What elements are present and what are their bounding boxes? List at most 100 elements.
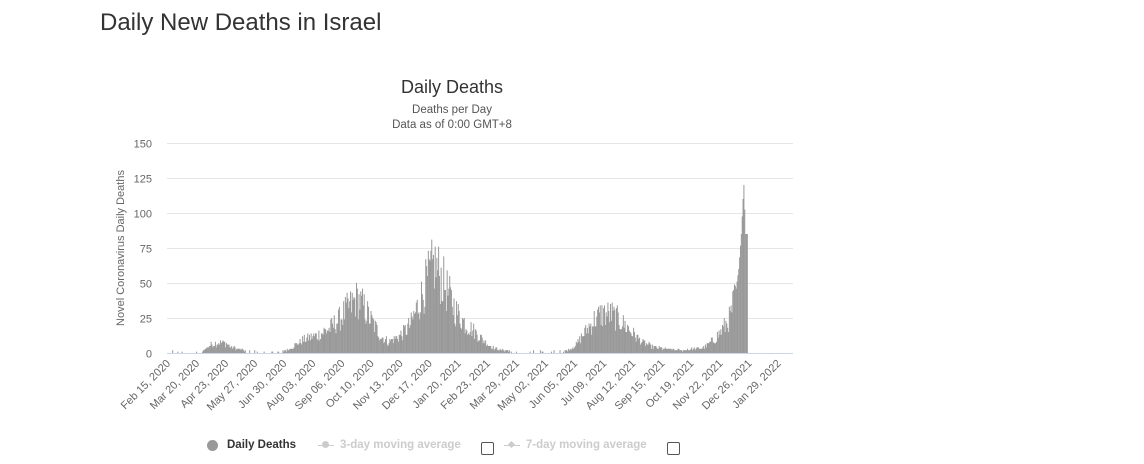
bar[interactable] xyxy=(680,350,682,353)
bar[interactable] xyxy=(723,318,725,353)
bar[interactable] xyxy=(485,346,487,353)
bar[interactable] xyxy=(234,347,236,353)
bar[interactable] xyxy=(579,336,581,353)
bar[interactable] xyxy=(569,348,571,353)
bar[interactable] xyxy=(478,340,480,353)
bar[interactable] xyxy=(278,351,280,353)
bar[interactable] xyxy=(498,350,500,353)
bar[interactable] xyxy=(728,306,730,353)
bar[interactable] xyxy=(300,343,302,353)
bar[interactable] xyxy=(430,250,432,353)
bar[interactable] xyxy=(701,348,703,353)
bar[interactable] xyxy=(657,348,659,353)
bar[interactable] xyxy=(352,299,354,353)
bar[interactable] xyxy=(626,332,628,353)
bar[interactable] xyxy=(286,348,288,353)
bar[interactable] xyxy=(223,341,225,353)
bar[interactable] xyxy=(426,266,428,353)
bar[interactable] xyxy=(697,347,699,353)
bar[interactable] xyxy=(470,322,472,353)
bar[interactable] xyxy=(409,327,411,353)
bar[interactable] xyxy=(486,344,488,353)
bar[interactable] xyxy=(726,323,728,353)
bar[interactable] xyxy=(314,333,316,353)
bar[interactable] xyxy=(695,348,697,353)
bar[interactable] xyxy=(727,327,729,353)
bar[interactable] xyxy=(609,304,611,353)
bar[interactable] xyxy=(652,348,654,353)
bar[interactable] xyxy=(638,339,640,353)
bar[interactable] xyxy=(594,326,596,353)
bar[interactable] xyxy=(657,348,659,353)
bar[interactable] xyxy=(302,336,304,353)
bar[interactable] xyxy=(736,281,738,353)
bar[interactable] xyxy=(339,330,341,353)
bar[interactable] xyxy=(568,350,570,353)
bar[interactable] xyxy=(379,339,381,353)
bar[interactable] xyxy=(488,346,490,353)
bar[interactable] xyxy=(390,340,392,353)
bar[interactable] xyxy=(609,322,611,353)
bar[interactable] xyxy=(629,332,631,353)
bar[interactable] xyxy=(729,311,731,353)
bar[interactable] xyxy=(476,334,478,353)
bar[interactable] xyxy=(330,319,332,353)
bar[interactable] xyxy=(722,325,724,353)
bar[interactable] xyxy=(381,337,383,353)
bar[interactable] xyxy=(302,341,304,353)
bar[interactable] xyxy=(408,318,410,353)
bar[interactable] xyxy=(225,347,227,353)
bar[interactable] xyxy=(462,319,464,353)
bar[interactable] xyxy=(688,350,690,353)
bar[interactable] xyxy=(683,350,685,353)
bar[interactable] xyxy=(489,346,491,353)
bar[interactable] xyxy=(332,323,334,353)
bar[interactable] xyxy=(437,270,439,353)
bar[interactable] xyxy=(650,344,652,353)
bar[interactable] xyxy=(689,350,691,353)
bar[interactable] xyxy=(676,350,678,353)
bar[interactable] xyxy=(730,305,732,353)
bar[interactable] xyxy=(436,257,438,353)
bar[interactable] xyxy=(454,323,456,353)
bar[interactable] xyxy=(448,288,450,353)
bar[interactable] xyxy=(464,333,466,353)
bar[interactable] xyxy=(612,311,614,353)
bar[interactable] xyxy=(338,309,340,353)
bar[interactable] xyxy=(588,323,590,353)
bar[interactable] xyxy=(342,325,344,353)
bar[interactable] xyxy=(397,339,399,353)
bar[interactable] xyxy=(325,329,327,353)
bar[interactable] xyxy=(644,340,646,353)
bar[interactable] xyxy=(231,346,233,353)
bar[interactable] xyxy=(435,277,437,353)
bar[interactable] xyxy=(541,351,543,353)
bar[interactable] xyxy=(399,334,401,353)
bar[interactable] xyxy=(621,326,623,353)
bar[interactable] xyxy=(282,350,284,353)
bar[interactable] xyxy=(203,350,205,353)
bar[interactable] xyxy=(373,319,375,353)
bar[interactable] xyxy=(501,350,503,353)
bar[interactable] xyxy=(465,329,467,353)
bar[interactable] xyxy=(224,341,226,353)
bar[interactable] xyxy=(386,344,388,353)
bar[interactable] xyxy=(542,351,544,353)
bar[interactable] xyxy=(382,337,384,353)
bar[interactable] xyxy=(586,327,588,353)
bar[interactable] xyxy=(483,340,485,353)
bar[interactable] xyxy=(475,330,477,353)
bar[interactable] xyxy=(655,346,657,353)
bar[interactable] xyxy=(243,351,245,353)
bar[interactable] xyxy=(343,301,345,353)
bar[interactable] xyxy=(649,343,651,353)
bar[interactable] xyxy=(597,309,599,353)
bar[interactable] xyxy=(368,323,370,353)
bar[interactable] xyxy=(380,339,382,353)
bar[interactable] xyxy=(308,340,310,353)
bar[interactable] xyxy=(604,305,606,353)
bar[interactable] xyxy=(403,325,405,353)
bar[interactable] xyxy=(211,344,213,353)
bar[interactable] xyxy=(713,343,715,353)
bar[interactable] xyxy=(229,347,231,353)
